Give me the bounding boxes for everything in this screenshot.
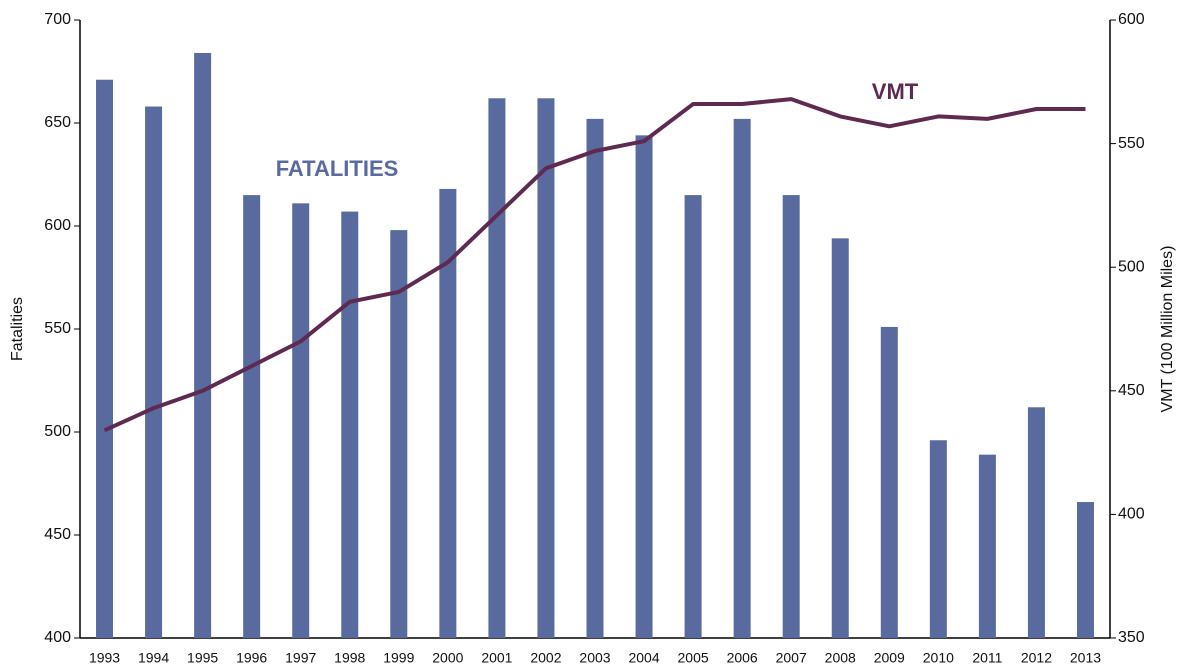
bar (684, 195, 702, 638)
bar (1027, 407, 1045, 638)
bar (96, 79, 114, 639)
x-tick-label: 2009 (874, 650, 905, 666)
bar (1076, 502, 1094, 638)
bar (292, 203, 310, 638)
x-tick-label: 1994 (138, 650, 169, 666)
y2-tick-label: 400 (1118, 506, 1145, 523)
x-tick-label: 1998 (334, 650, 365, 666)
y-axis-label: Fatalities (9, 297, 26, 361)
x-tick-label: 1996 (236, 650, 267, 666)
x-tick-label: 2004 (628, 650, 659, 666)
y-tick-label: 450 (44, 526, 71, 543)
x-tick-label: 2008 (825, 650, 856, 666)
x-tick-label: 2005 (678, 650, 709, 666)
x-tick-label: 2012 (1021, 650, 1052, 666)
y2-axis-label: VMT (100 Million Miles) (1159, 246, 1176, 413)
x-tick-label: 2011 (972, 650, 1002, 666)
x-tick-label: 2003 (579, 650, 610, 666)
x-tick-label: 2002 (530, 650, 561, 666)
y2-tick-label: 350 (1118, 629, 1145, 646)
bar (439, 188, 457, 639)
y-tick-label: 600 (44, 217, 71, 234)
x-tick-label: 2007 (776, 650, 807, 666)
bar (537, 98, 555, 638)
x-tick-label: 2000 (432, 650, 463, 666)
bar (831, 238, 849, 639)
y-tick-label: 650 (44, 114, 71, 131)
bar (635, 135, 653, 639)
bar (194, 52, 212, 638)
y2-tick-label: 450 (1118, 382, 1145, 399)
bar (243, 195, 261, 638)
bar (488, 98, 506, 638)
bar (341, 211, 359, 638)
x-tick-label: 2006 (727, 650, 758, 666)
y-tick-label: 550 (44, 320, 71, 337)
bar (733, 118, 751, 638)
x-tick-label: 2013 (1070, 650, 1101, 666)
line (103, 97, 1086, 433)
bar (880, 326, 898, 638)
x-tick-label: 1999 (383, 650, 414, 666)
y2-tick-label: 600 (1118, 11, 1145, 28)
bar (145, 106, 163, 638)
bar (390, 230, 408, 638)
annotation: FATALITIES (276, 156, 399, 181)
y-tick-label: 400 (44, 629, 71, 646)
bar (586, 118, 604, 638)
x-tick-label: 2001 (481, 650, 512, 666)
bar (929, 440, 947, 638)
y-tick-label: 500 (44, 423, 71, 440)
annotation: VMT (872, 79, 919, 104)
x-tick-label: 1997 (285, 650, 316, 666)
x-tick-label: 1993 (89, 650, 120, 666)
y2-tick-label: 550 (1118, 135, 1145, 152)
y-tick-label: 700 (44, 11, 71, 28)
x-tick-label: 2010 (923, 650, 954, 666)
x-tick-label: 1995 (187, 650, 218, 666)
y2-tick-label: 500 (1118, 258, 1145, 275)
bar (782, 195, 800, 638)
bar (978, 454, 996, 638)
